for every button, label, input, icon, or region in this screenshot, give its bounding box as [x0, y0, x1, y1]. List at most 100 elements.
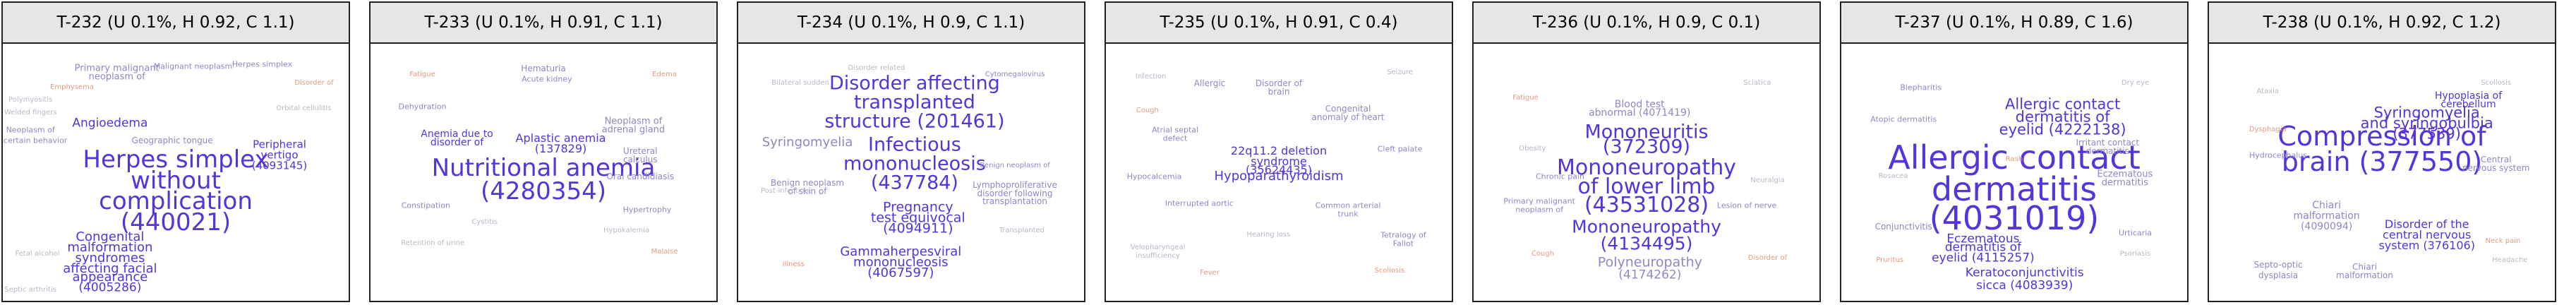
cloud-term: Urticaria: [2118, 228, 2153, 238]
cloud-term: Hypocalcemia: [1126, 172, 1182, 181]
topic-panel: T-232 (U 0.1%, H 0.92, C 1.1) Herpes simp…: [1, 1, 350, 302]
cloud-term: Cystitis: [471, 218, 498, 227]
cloud-term: Lymphoproliferative: [973, 179, 1057, 190]
cloud-term: Headache: [2492, 256, 2528, 265]
cloud-term: disorder following: [977, 188, 1053, 198]
cloud-term: eyelid (4115257): [1932, 251, 2035, 265]
cloud-term: Chiari: [2312, 200, 2341, 212]
cloud-term: Cytomegalovirus: [985, 71, 1045, 79]
panel-title: T-232 (U 0.1%, H 0.92, C 1.1): [3, 3, 349, 44]
cloud-term: (4280354): [481, 177, 606, 205]
cloud-term: Bilateral sudden: [771, 79, 829, 88]
cloud-term: Hypertrophy: [622, 205, 672, 215]
cloud-term: (440021): [120, 208, 231, 237]
cloud-term: Hydrocephalus: [2249, 150, 2308, 160]
cloud-term: affecting facial: [63, 261, 157, 276]
cloud-term: malformation: [2336, 270, 2393, 280]
cloud-term: 22q11.2 deletion: [1230, 143, 1328, 157]
cloud-term: Hypokalemia: [603, 227, 650, 235]
cloud-term: Primary malignant: [1503, 196, 1575, 206]
cloud-term: of skin of: [788, 186, 827, 196]
cloud-term: dermatitis of: [2015, 108, 2110, 126]
cloud-term: abnormal (4071419): [1589, 107, 1691, 119]
cloud-term: Welded fingers: [4, 109, 57, 117]
topic-panel: T-233 (U 0.1%, H 0.91, C 1.1) Nutritional…: [369, 1, 718, 302]
panel-title: T-236 (U 0.1%, H 0.9, C 0.1): [1474, 3, 1819, 44]
cloud-term: (35624435): [1246, 162, 1312, 177]
word-cloud: Nutritional anemia (4280354) Aplastic anem…: [371, 44, 716, 301]
cloud-term: Hypoparathyroidism: [1214, 168, 1344, 184]
cloud-term: Retention of urine: [401, 239, 465, 248]
cloud-term: Malignant neoplasm: [153, 61, 233, 71]
cloud-term: insufficiency: [1136, 252, 1180, 261]
cloud-term: Neuralgia: [1750, 176, 1785, 184]
cloud-term: Scoliosis: [1374, 266, 1405, 275]
cloud-term: Polyneuropathy: [1597, 254, 1702, 270]
cloud-term: Fever: [1200, 268, 1220, 277]
cloud-term: Atrial septal: [1151, 125, 1199, 135]
cloud-term: neoplasm of: [88, 71, 145, 83]
cloud-term: mononucleosis: [843, 152, 986, 175]
cloud-term: Orbital cellulitis: [276, 104, 332, 113]
cloud-term: Fallot: [1392, 239, 1414, 249]
cloud-term: brain (377550): [2281, 145, 2483, 177]
cloud-term: Neoplasm of: [6, 125, 55, 135]
cloud-term: Fetal alcohol: [15, 250, 60, 258]
cloud-term: (437784): [870, 172, 958, 194]
cloud-term: (372309): [1602, 136, 1691, 158]
cloud-term: Interrupted aortic: [1164, 198, 1234, 208]
cloud-term: Benign neoplasm of: [980, 161, 1050, 169]
cloud-term: Blood test: [1614, 99, 1665, 111]
word-cloud: Allergic contact dermatitis (4031019) Aller…: [1841, 44, 2187, 301]
cloud-term: Post-infectious: [761, 186, 813, 195]
cloud-term: eyelid (4222138): [1999, 121, 2126, 138]
cloud-term: Neck pain: [2485, 237, 2521, 246]
cloud-term: Eczematous: [2097, 169, 2153, 180]
cloud-term: (43531028): [1584, 193, 1709, 218]
cloud-term: Seizure: [1387, 68, 1413, 77]
cloud-term: Obesity: [1519, 144, 1546, 152]
cloud-term: Infectious: [867, 133, 961, 156]
cloud-term: Oral candidiasis: [606, 171, 674, 181]
cloud-term: Edema: [652, 71, 677, 79]
cloud-term: anomaly of heart: [1311, 112, 1385, 123]
word-cloud: Herpes simplex without complication (440021…: [3, 44, 349, 301]
cloud-term: Compression of: [2277, 120, 2486, 152]
cloud-term: Geographic tongue: [131, 135, 213, 145]
cloud-term: Nutritional anemia: [431, 153, 656, 182]
cloud-term: Eczematous: [1946, 232, 2020, 246]
cloud-term: Dehydration: [398, 102, 447, 112]
cloud-term: dermatitis: [2101, 177, 2148, 189]
cloud-term: dermatitis: [2086, 145, 2129, 156]
cloud-term: Mononeuropathy: [1572, 216, 1721, 237]
cloud-term: (4134495): [1600, 233, 1693, 254]
cloud-term: Blepharitis: [1900, 83, 1942, 92]
cloud-term: Peripheral: [253, 138, 306, 151]
cloud-term: (4031019): [1929, 199, 2100, 238]
cloud-term: Acute kidney: [522, 74, 572, 84]
topic-panel: T-238 (U 0.1%, H 0.92, C 1.2) Compression…: [2208, 1, 2556, 302]
cloud-term: Irritant contact: [2076, 137, 2140, 148]
cloud-term: vertigo: [260, 148, 299, 162]
cloud-term: mononucleosis: [853, 255, 949, 270]
panel-title: T-233 (U 0.1%, H 0.91, C 1.1): [371, 3, 716, 44]
cloud-term: malformation: [2293, 210, 2360, 222]
cloud-term: dermatitis: [1931, 169, 2097, 208]
word-cloud: Disorder affecting transplanted structure …: [738, 44, 1084, 301]
cloud-term: Malaise: [651, 248, 678, 256]
cloud-term: (4067597): [867, 265, 934, 280]
cloud-term: Allergic contact: [2004, 95, 2121, 113]
cloud-term: Benign neoplasm: [770, 177, 845, 188]
cloud-term: Ureteral: [622, 145, 658, 156]
cloud-term: Rosacea: [1878, 172, 1908, 180]
word-cloud: Mononeuritis (372309) Mononeuropathy of low…: [1474, 44, 1819, 301]
cloud-term: Cough: [1136, 107, 1159, 115]
cloud-term: without: [131, 166, 221, 195]
cloud-term: Ataxia: [2256, 88, 2280, 96]
cloud-term: Mononeuritis: [1584, 121, 1709, 143]
cloud-term: disorder of: [430, 136, 484, 148]
cloud-term: of lower limb: [1577, 174, 1716, 199]
cloud-term: Allergic: [1193, 78, 1226, 89]
cloud-term: Hearing loss: [1246, 231, 1291, 239]
cloud-term: Fatigue: [1512, 94, 1539, 102]
